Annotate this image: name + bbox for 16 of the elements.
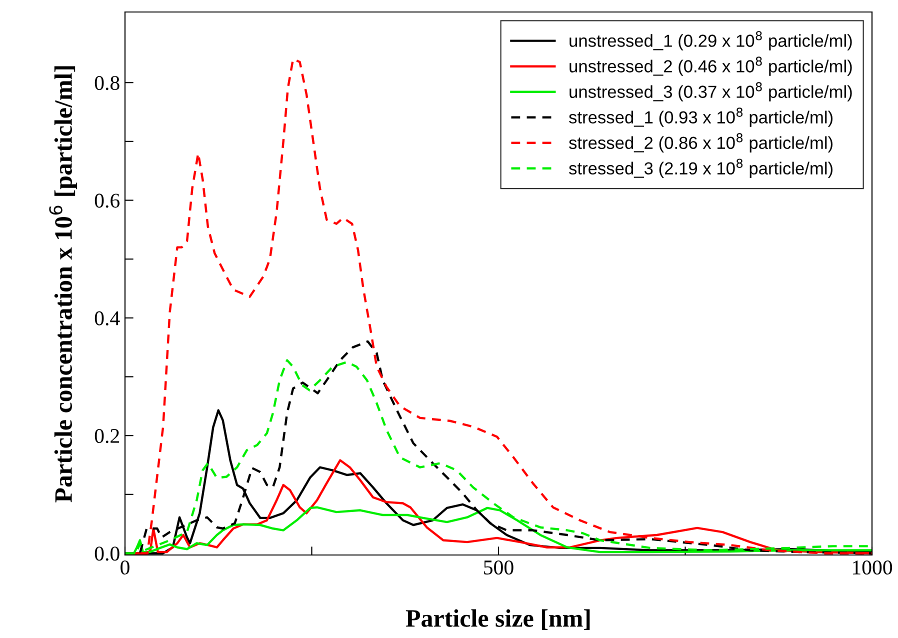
legend-label: unstressed_2 (0.46 x 10$^{8}$ particle/ml) — [570, 56, 852, 76]
legend-label: stressed_3 (2.19 x 10$^{8}$ particle/ml) — [569, 158, 832, 178]
y-tick-label: 0.0 — [94, 546, 120, 561]
x-tick-label: 500 — [484, 560, 514, 575]
y-tick-label: 0.8 — [94, 76, 120, 90]
y-tick-label: 0.6 — [94, 194, 120, 208]
x-tick-label: 1000 — [853, 560, 892, 575]
legend-label: unstressed_3 (0.37 x 10$^{8}$ particle/ml) — [570, 82, 852, 102]
y-tick-label: 0.4 — [94, 311, 120, 326]
y-axis-title: Particle concentration x 10$^{6}$ [particle/ml] — [49, 66, 78, 502]
y-tick-label: 0.2 — [94, 428, 119, 444]
x-axis-title: Particle size [nm] — [406, 609, 590, 630]
legend-label: unstressed_1 (0.29 x 10$^{8}$ particle/ml) — [570, 31, 852, 50]
legend-label: stressed_1 (0.93 x 10$^{8}$ particle/ml) — [569, 108, 832, 127]
x-tick-label: 0 — [120, 560, 130, 575]
legend-label: stressed_2 (0.86 x 10$^{8}$ particle/ml) — [569, 133, 832, 152]
